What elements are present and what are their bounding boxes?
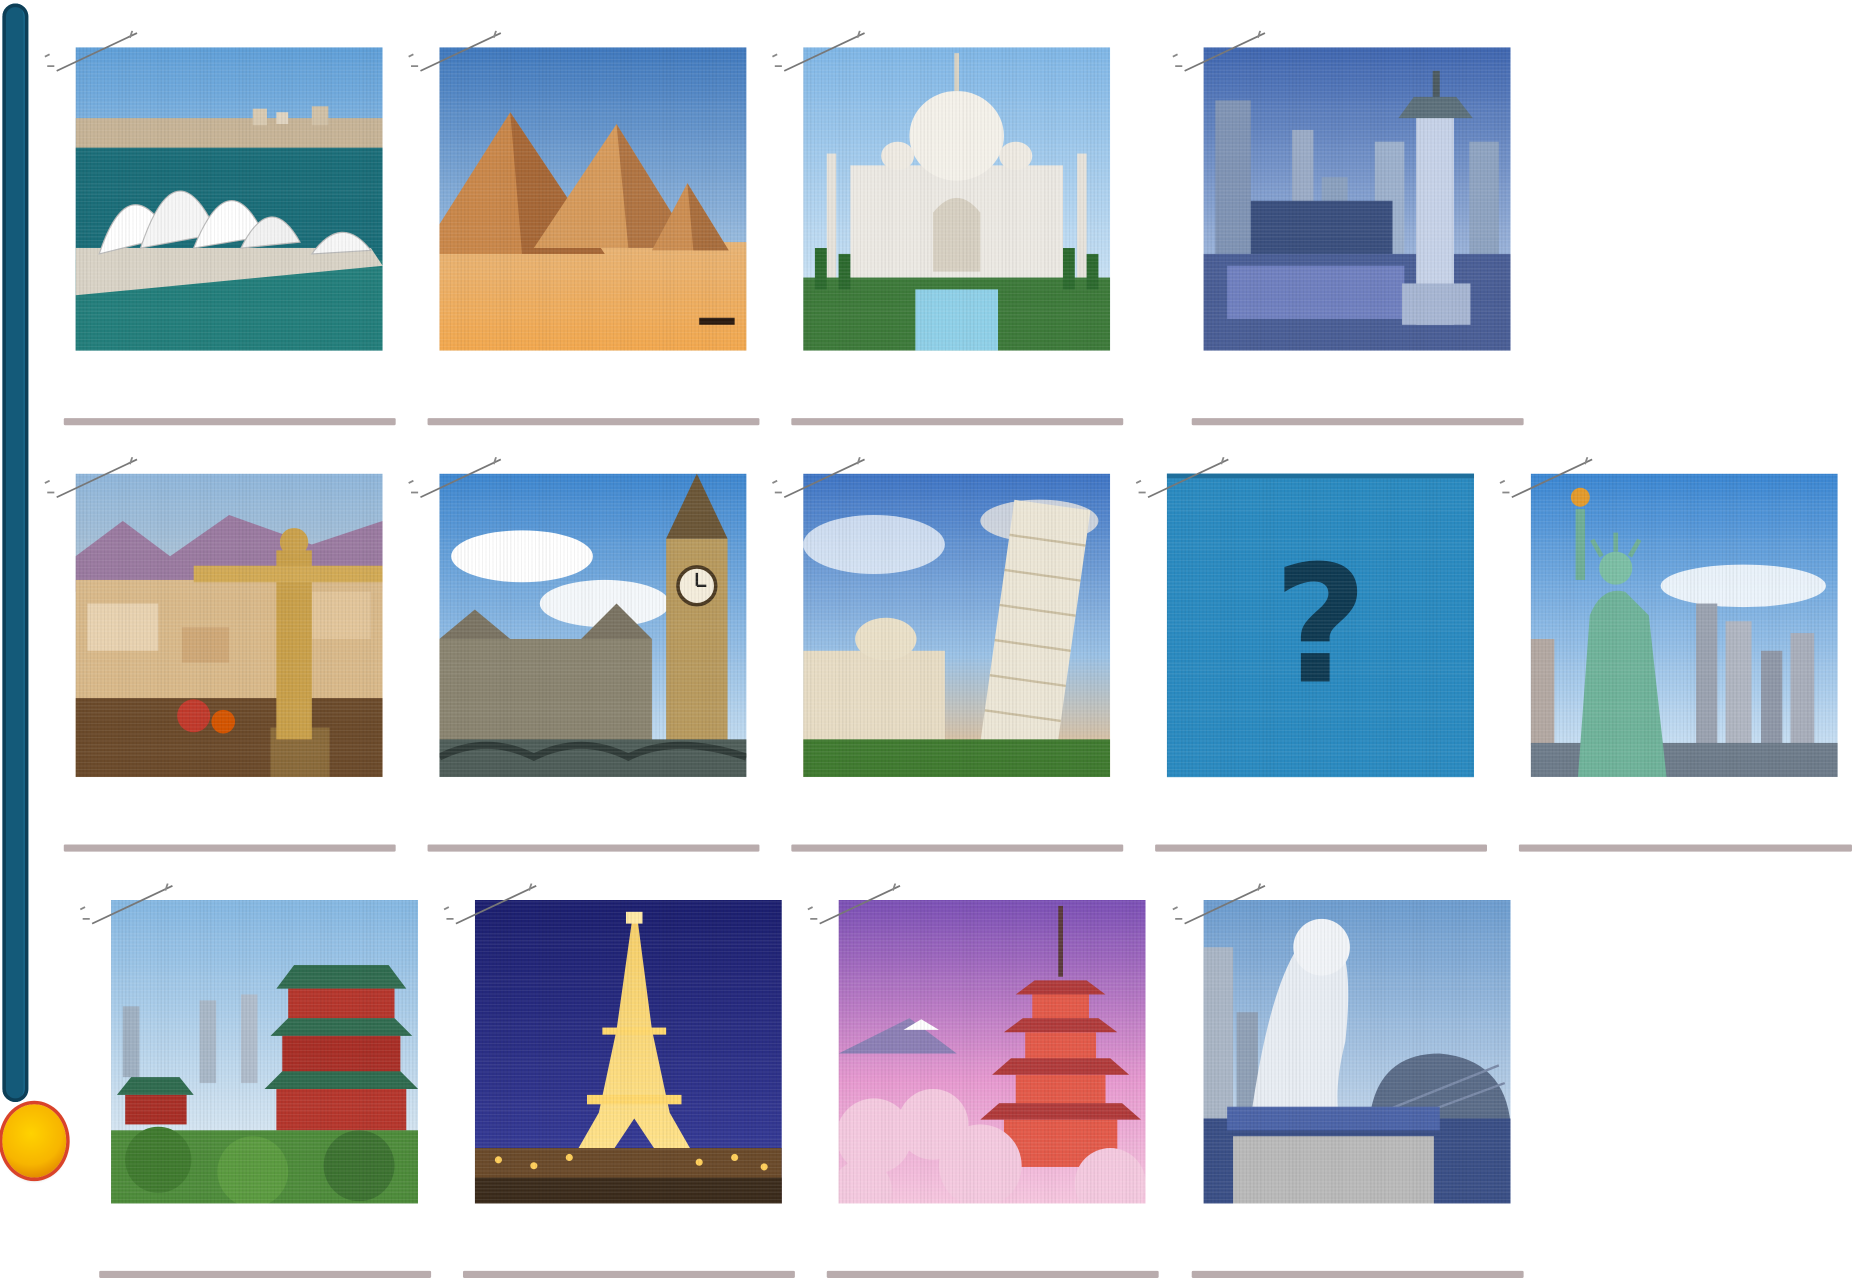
card-mystery[interactable]: ? xyxy=(1135,457,1475,778)
card-statue-of-liberty[interactable] xyxy=(1499,457,1838,778)
big-ben-image xyxy=(439,473,747,778)
shelf-r1-3 xyxy=(791,418,1124,426)
chinese-pavilion-image xyxy=(111,899,419,1204)
taj-mahal-image xyxy=(803,47,1111,351)
progress-track xyxy=(2,3,29,1102)
card-sydney-opera-house[interactable] xyxy=(44,30,383,351)
card-christ-the-redeemer[interactable] xyxy=(44,457,383,778)
card-big-ben[interactable] xyxy=(408,457,747,778)
card-leaning-tower-of-pisa[interactable] xyxy=(772,457,1111,778)
eiffel-tower-image xyxy=(474,899,782,1204)
shelf-r3-1 xyxy=(99,1270,432,1278)
shelf-r1-1 xyxy=(63,418,396,426)
christ-redeemer-image xyxy=(75,473,383,778)
statue-of-liberty-image xyxy=(1530,473,1838,778)
shelf-r2-3 xyxy=(791,844,1124,852)
card-seoul-skyline[interactable] xyxy=(1172,30,1511,351)
card-taj-mahal[interactable] xyxy=(772,30,1111,351)
shelf-r3-4 xyxy=(1191,1270,1524,1278)
mystery-card-face: ? xyxy=(1166,473,1475,778)
shelf-r1-4 xyxy=(1191,418,1524,426)
card-japanese-pagoda[interactable] xyxy=(807,883,1146,1204)
seoul-pagoda-image xyxy=(1203,47,1511,351)
card-eiffel-tower[interactable] xyxy=(443,883,782,1204)
shelf-r2-5 xyxy=(1518,844,1852,852)
japanese-pagoda-image xyxy=(838,899,1146,1204)
shelf-r3-2 xyxy=(462,1270,795,1278)
progress-knob[interactable] xyxy=(2,1104,67,1178)
shelf-r1-2 xyxy=(427,418,760,426)
card-merlion[interactable] xyxy=(1172,883,1511,1204)
sydney-opera-house-image xyxy=(75,47,383,351)
card-pyramids-of-giza[interactable] xyxy=(408,30,747,351)
shelf-r2-1 xyxy=(63,844,396,852)
shelf-r3-3 xyxy=(826,1270,1159,1278)
pisa-tower-image xyxy=(803,473,1111,778)
card-chinese-pavilion[interactable] xyxy=(79,883,419,1204)
question-mark-icon: ? xyxy=(1273,530,1368,721)
pyramids-image xyxy=(439,47,747,351)
merlion-image xyxy=(1203,899,1511,1204)
shelf-r2-2 xyxy=(427,844,760,852)
shelf-r2-4 xyxy=(1155,844,1488,852)
